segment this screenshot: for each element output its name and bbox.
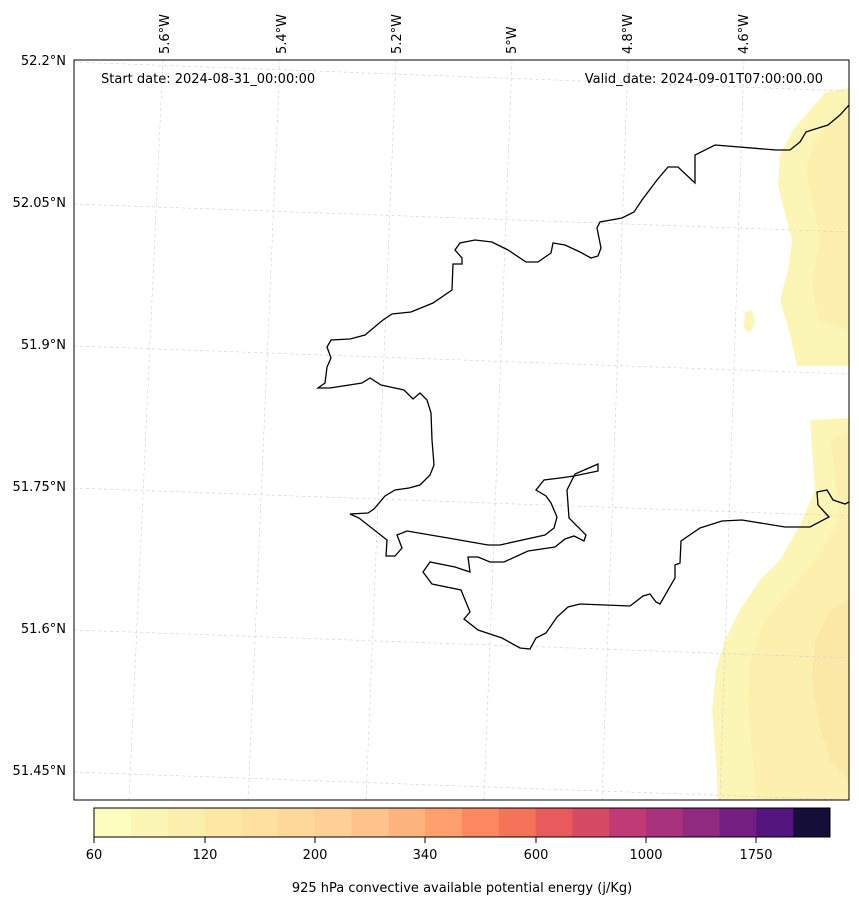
latitude-labels: 52.2°N 52.05°N 51.9°N 51.75°N 51.6°N 51.… [13, 54, 66, 779]
coastline [315, 104, 849, 650]
lat-label: 51.75°N [13, 480, 66, 495]
colorbar-tick-label: 1750 [739, 848, 772, 863]
colorbar-tick-label: 120 [193, 848, 218, 863]
lon-label: 5.6°W [158, 14, 173, 54]
colorbar-tick-label: 1000 [629, 848, 662, 863]
colorbar-segment [204, 808, 242, 837]
colorbar-frame [93, 807, 831, 838]
colorbar-tick-label: 60 [86, 848, 103, 863]
colorbar-segment [130, 808, 169, 837]
colorbar-segment [682, 808, 721, 837]
cape-field-speck [744, 310, 755, 333]
cape-field-ne-inner [806, 110, 849, 330]
colorbar-tick-label: 340 [413, 848, 438, 863]
colorbar-label: 925 hPa convective available potential e… [292, 881, 632, 896]
lat-label: 51.45°N [13, 764, 66, 779]
lon-label: 5°W [505, 26, 520, 54]
colorbar-segment [425, 808, 463, 837]
colorbar-segment [572, 808, 610, 837]
colorbar-segment [609, 808, 647, 837]
colorbar-tick-label: 600 [524, 848, 549, 863]
colorbar-segment [793, 808, 831, 837]
lat-label: 52.05°N [13, 196, 66, 211]
colorbar-segment [167, 808, 205, 837]
colorbar-segment [719, 808, 757, 837]
lon-label: 5.2°W [390, 14, 405, 54]
lon-label: 5.4°W [275, 14, 290, 54]
colorbar-segment [535, 808, 573, 837]
colorbar-segment [756, 808, 794, 837]
colorbar-segment [498, 808, 537, 837]
colorbar-segment [351, 808, 389, 837]
colorbar-segment [278, 808, 316, 837]
colorbar-ticks: 60 120 200 340 600 1000 1750 [86, 837, 773, 863]
start-date-label: Start date: 2024-08-31_00:00:00 [101, 72, 315, 87]
colorbar-segment [94, 808, 132, 837]
colorbar [94, 808, 831, 837]
colorbar-segment [241, 808, 279, 837]
lon-label: 4.8°W [621, 14, 636, 54]
colorbar-segment [388, 808, 426, 837]
lon-label: 4.6°W [737, 14, 752, 54]
colorbar-segment [646, 808, 684, 837]
lat-label: 51.6°N [21, 622, 66, 637]
lat-label: 51.9°N [21, 338, 66, 353]
cape-field-se-core [812, 600, 849, 780]
valid-date-label: Valid_date: 2024-09-01T07:00:00.00 [585, 72, 823, 87]
colorbar-tick-label: 200 [303, 848, 328, 863]
colorbar-segment [462, 808, 500, 837]
longitude-labels: 5.6°W 5.4°W 5.2°W 5°W 4.8°W 4.6°W [158, 14, 752, 54]
colorbar-segment [314, 808, 353, 837]
lat-label: 52.2°N [21, 54, 66, 69]
map-frame [73, 59, 850, 801]
